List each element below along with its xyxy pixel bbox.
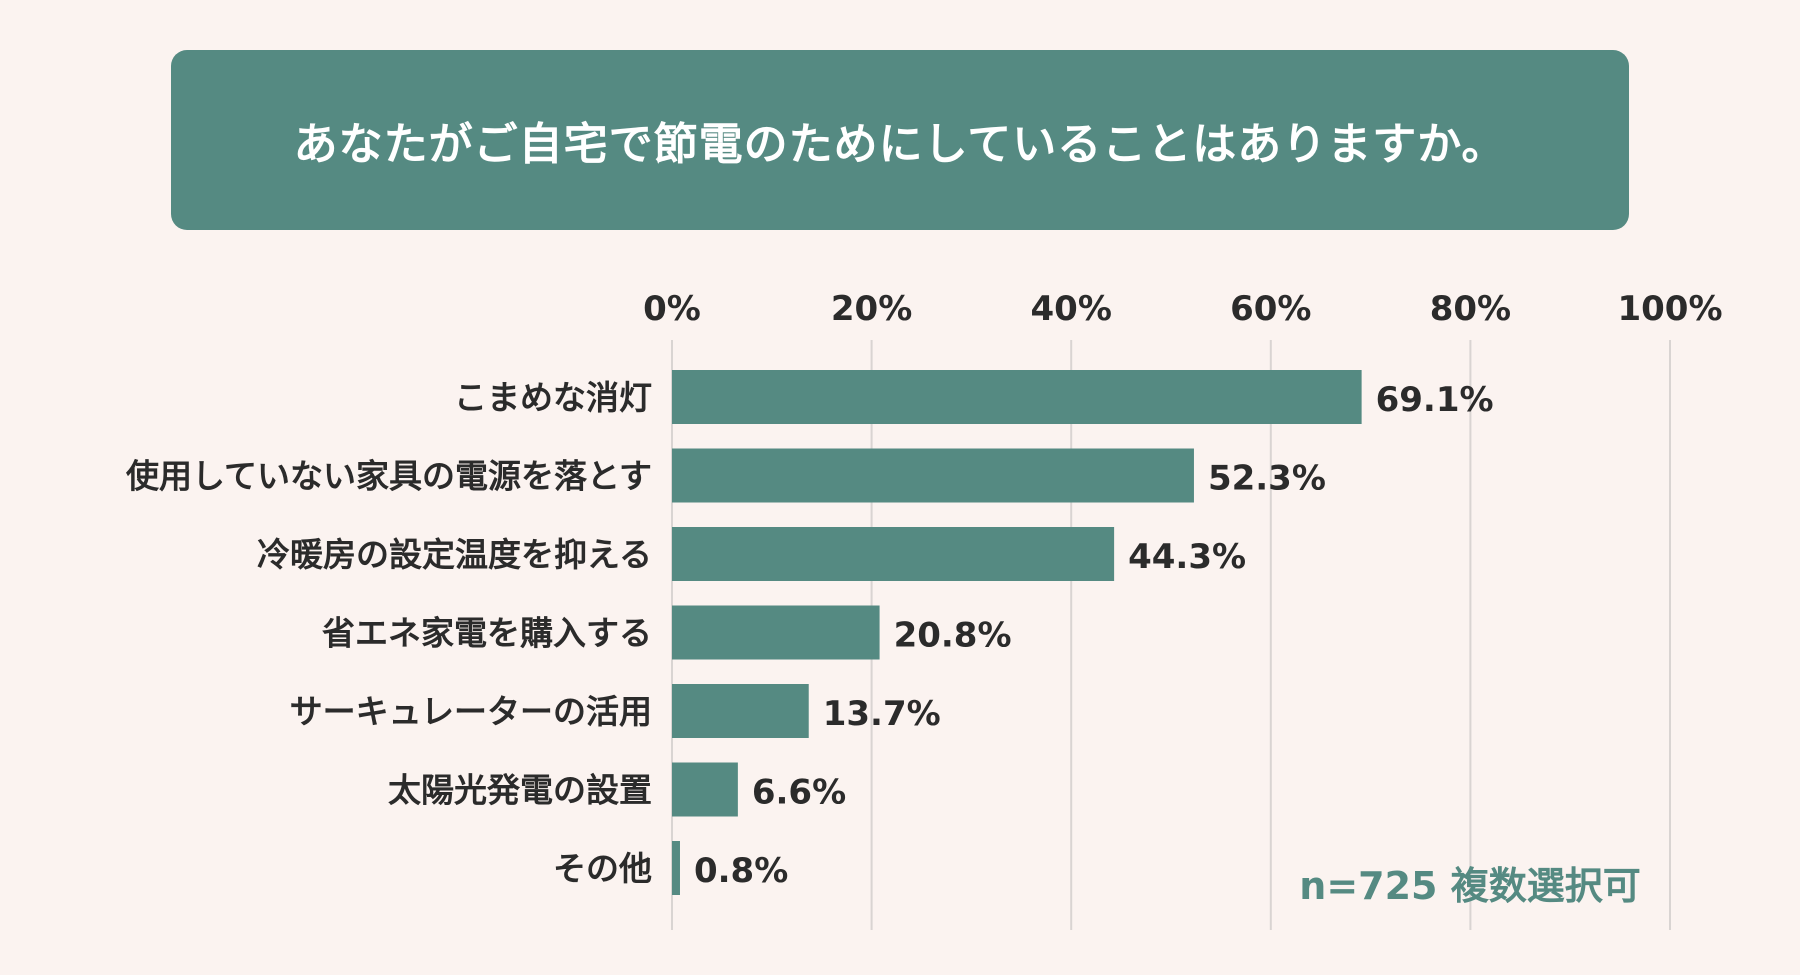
data-label: 20.8% xyxy=(894,616,1012,656)
x-tick-label: 0% xyxy=(643,289,701,329)
category-label: 太陽光発電の設置 xyxy=(388,771,652,810)
category-label: その他 xyxy=(553,849,652,888)
category-label: 冷暖房の設定温度を抑える xyxy=(257,535,652,574)
category-label: 使用していない家具の電源を落とす xyxy=(126,457,652,496)
x-tick-label: 40% xyxy=(1031,289,1112,329)
bar xyxy=(672,762,738,817)
data-label: 52.3% xyxy=(1208,459,1326,499)
x-tick-label: 60% xyxy=(1230,289,1311,329)
x-tick-label: 20% xyxy=(831,289,912,329)
data-label: 13.7% xyxy=(823,694,941,734)
title-banner: あなたがご自宅で節電のためにしていることはありますか。 xyxy=(171,50,1629,230)
category-label: 省エネ家電を購入する xyxy=(322,614,652,653)
data-label: 44.3% xyxy=(1128,537,1246,577)
sample-note: n=725 複数選択可 xyxy=(1299,864,1641,908)
data-label: 0.8% xyxy=(694,851,788,891)
data-label: 6.6% xyxy=(752,773,846,813)
bar xyxy=(672,527,1115,581)
bar xyxy=(672,684,809,738)
bar xyxy=(672,841,680,895)
x-tick-label: 100% xyxy=(1617,289,1722,329)
bar xyxy=(672,448,1194,503)
x-tick-label: 80% xyxy=(1430,289,1511,329)
category-label: こまめな消灯 xyxy=(454,378,652,417)
chart-title: あなたがご自宅で節電のためにしていることはありますか。 xyxy=(293,119,1507,170)
data-label: 69.1% xyxy=(1376,380,1494,420)
bar xyxy=(672,605,880,660)
bar xyxy=(672,370,1362,424)
category-label: サーキュレーターの活用 xyxy=(290,692,652,731)
